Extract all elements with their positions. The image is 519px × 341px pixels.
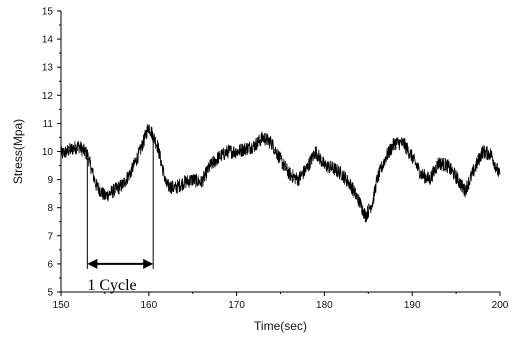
x-tick-label: 190 [404,300,421,311]
y-tick-label: 11 [43,119,54,130]
stress-series-line [60,124,501,223]
x-axis-label: Time(sec) [254,319,307,333]
cycle-arrowhead-left [87,258,98,269]
y-tick-label: 14 [42,35,54,46]
y-tick-label: 10 [42,147,54,158]
y-tick-label: 15 [42,7,54,18]
x-tick-label: 200 [492,300,509,311]
y-tick-label: 5 [47,288,53,299]
x-tick-label: 170 [228,300,245,311]
y-tick-label: 13 [42,63,54,74]
cycle-label: 1 Cycle [87,277,136,294]
y-tick-label: 8 [47,203,53,214]
y-tick-label: 12 [42,91,54,102]
x-tick-label: 180 [316,300,333,311]
cycle-annotation: 1 Cycle [86,140,154,294]
y-tick-label: 7 [47,231,53,242]
y-axis-label: Stress(Mpa) [11,119,25,184]
y-tick-label: 9 [47,175,53,186]
cycle-arrowhead-right [143,258,154,269]
axes: 5 6 7 8 9 10 11 12 13 14 15 150 160 170 180 190 200 [42,7,509,312]
x-tick-label: 150 [53,300,70,311]
x-tick-label: 160 [140,300,157,311]
y-tick-label: 6 [47,259,53,270]
